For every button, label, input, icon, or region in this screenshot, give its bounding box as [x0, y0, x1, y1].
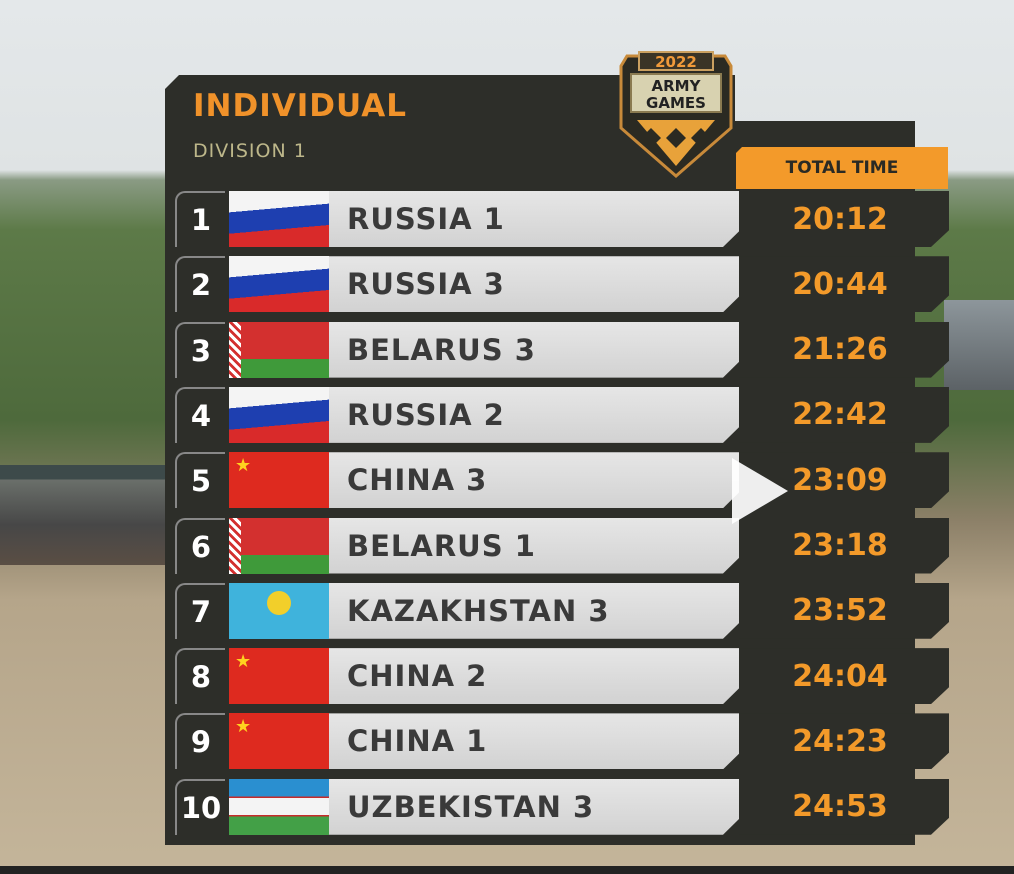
rank-number: 5 — [175, 452, 225, 509]
rank-number: 2 — [175, 256, 225, 313]
star-icon: ★ — [235, 716, 252, 738]
leaderboard-row: 3 BELARUS 3 21:26 — [172, 320, 949, 380]
sun-icon — [267, 590, 291, 615]
team-name: CHINA 3 — [329, 452, 739, 508]
background-building — [944, 300, 1014, 390]
video-control-bar[interactable] — [0, 866, 1014, 874]
rank-number: 8 — [175, 648, 225, 705]
division-label: DIVISION 1 — [193, 140, 307, 162]
flag-belarus-icon — [229, 321, 329, 378]
leaderboard-row: 6 BELARUS 1 23:18 — [172, 516, 949, 576]
leaderboard-row: 2 RUSSIA 3 20:44 — [172, 254, 949, 314]
star-icon: ★ — [235, 651, 252, 673]
leaderboard-title: INDIVIDUAL — [193, 88, 407, 124]
flag-russia-icon — [229, 386, 329, 443]
flag-russia-icon — [229, 191, 329, 247]
leaderboard-row: 1 RUSSIA 1 20:12 — [172, 189, 949, 249]
total-time: 23:18 — [739, 518, 949, 574]
ornament-icon — [229, 517, 241, 574]
leaderboard-row: 10 UZBEKISTAN 3 24:53 — [172, 777, 949, 837]
total-time: 24:53 — [739, 779, 949, 835]
team-name: RUSSIA 1 — [329, 191, 739, 247]
team-name: RUSSIA 2 — [329, 387, 739, 443]
flag-china-icon: ★ — [229, 452, 329, 509]
svg-text:ARMY: ARMY — [652, 77, 702, 95]
team-name: BELARUS 1 — [329, 518, 739, 574]
svg-text:GAMES: GAMES — [646, 94, 706, 112]
leaderboard-row: 7 KAZAKHSTAN 3 23:52 — [172, 581, 949, 641]
flag-russia-icon — [229, 256, 329, 313]
star-icon: ★ — [235, 455, 252, 477]
team-name: RUSSIA 3 — [329, 256, 739, 312]
flag-china-icon: ★ — [229, 648, 329, 705]
rank-number: 4 — [175, 386, 225, 443]
team-name: CHINA 2 — [329, 648, 739, 704]
rank-number: 6 — [175, 517, 225, 574]
total-time: 24:04 — [739, 648, 949, 704]
total-time: 22:42 — [739, 387, 949, 443]
total-time: 24:23 — [739, 713, 949, 769]
total-time: 23:52 — [739, 583, 949, 639]
flag-china-icon: ★ — [229, 713, 329, 770]
rank-number: 7 — [175, 582, 225, 639]
rank-number: 3 — [175, 321, 225, 378]
leaderboard-row: 9 ★ CHINA 1 24:23 — [172, 711, 949, 771]
team-name: KAZAKHSTAN 3 — [329, 583, 739, 639]
flag-belarus-icon — [229, 517, 329, 574]
leaderboard-row: 5 ★ CHINA 3 23:09 — [172, 450, 949, 510]
team-name: CHINA 1 — [329, 713, 739, 769]
leaderboard-row: 4 RUSSIA 2 22:42 — [172, 385, 949, 445]
play-icon[interactable] — [732, 458, 788, 524]
total-time-header: TOTAL TIME — [736, 147, 948, 189]
svg-text:2022: 2022 — [655, 53, 697, 71]
team-name: UZBEKISTAN 3 — [329, 779, 739, 835]
rank-number: 10 — [175, 778, 225, 835]
total-time: 20:44 — [739, 256, 949, 312]
flag-uzbekistan-icon — [229, 778, 329, 835]
total-time: 20:12 — [739, 191, 949, 247]
rank-number: 1 — [175, 191, 225, 247]
background-grandstand — [0, 465, 165, 565]
team-name: BELARUS 3 — [329, 322, 739, 378]
flag-kazakhstan-icon — [229, 582, 329, 639]
leaderboard-row: 8 ★ CHINA 2 24:04 — [172, 646, 949, 706]
ornament-icon — [229, 321, 241, 378]
total-time: 21:26 — [739, 322, 949, 378]
army-games-logo: 2022 ARMY GAMES — [619, 51, 733, 178]
rank-number: 9 — [175, 713, 225, 770]
